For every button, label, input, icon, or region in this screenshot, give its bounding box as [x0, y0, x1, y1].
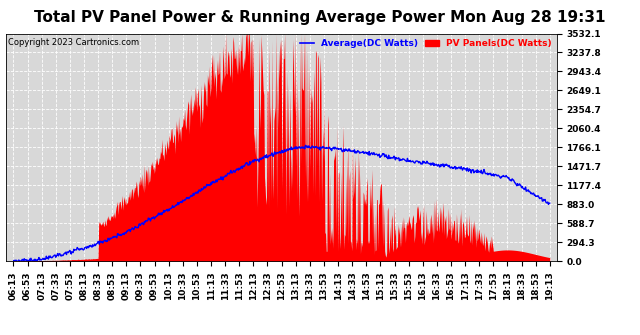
Text: Copyright 2023 Cartronics.com: Copyright 2023 Cartronics.com — [8, 38, 139, 47]
Legend: Average(DC Watts), PV Panels(DC Watts): Average(DC Watts), PV Panels(DC Watts) — [296, 35, 555, 52]
Text: Total PV Panel Power & Running Average Power Mon Aug 28 19:31: Total PV Panel Power & Running Average P… — [35, 10, 605, 25]
